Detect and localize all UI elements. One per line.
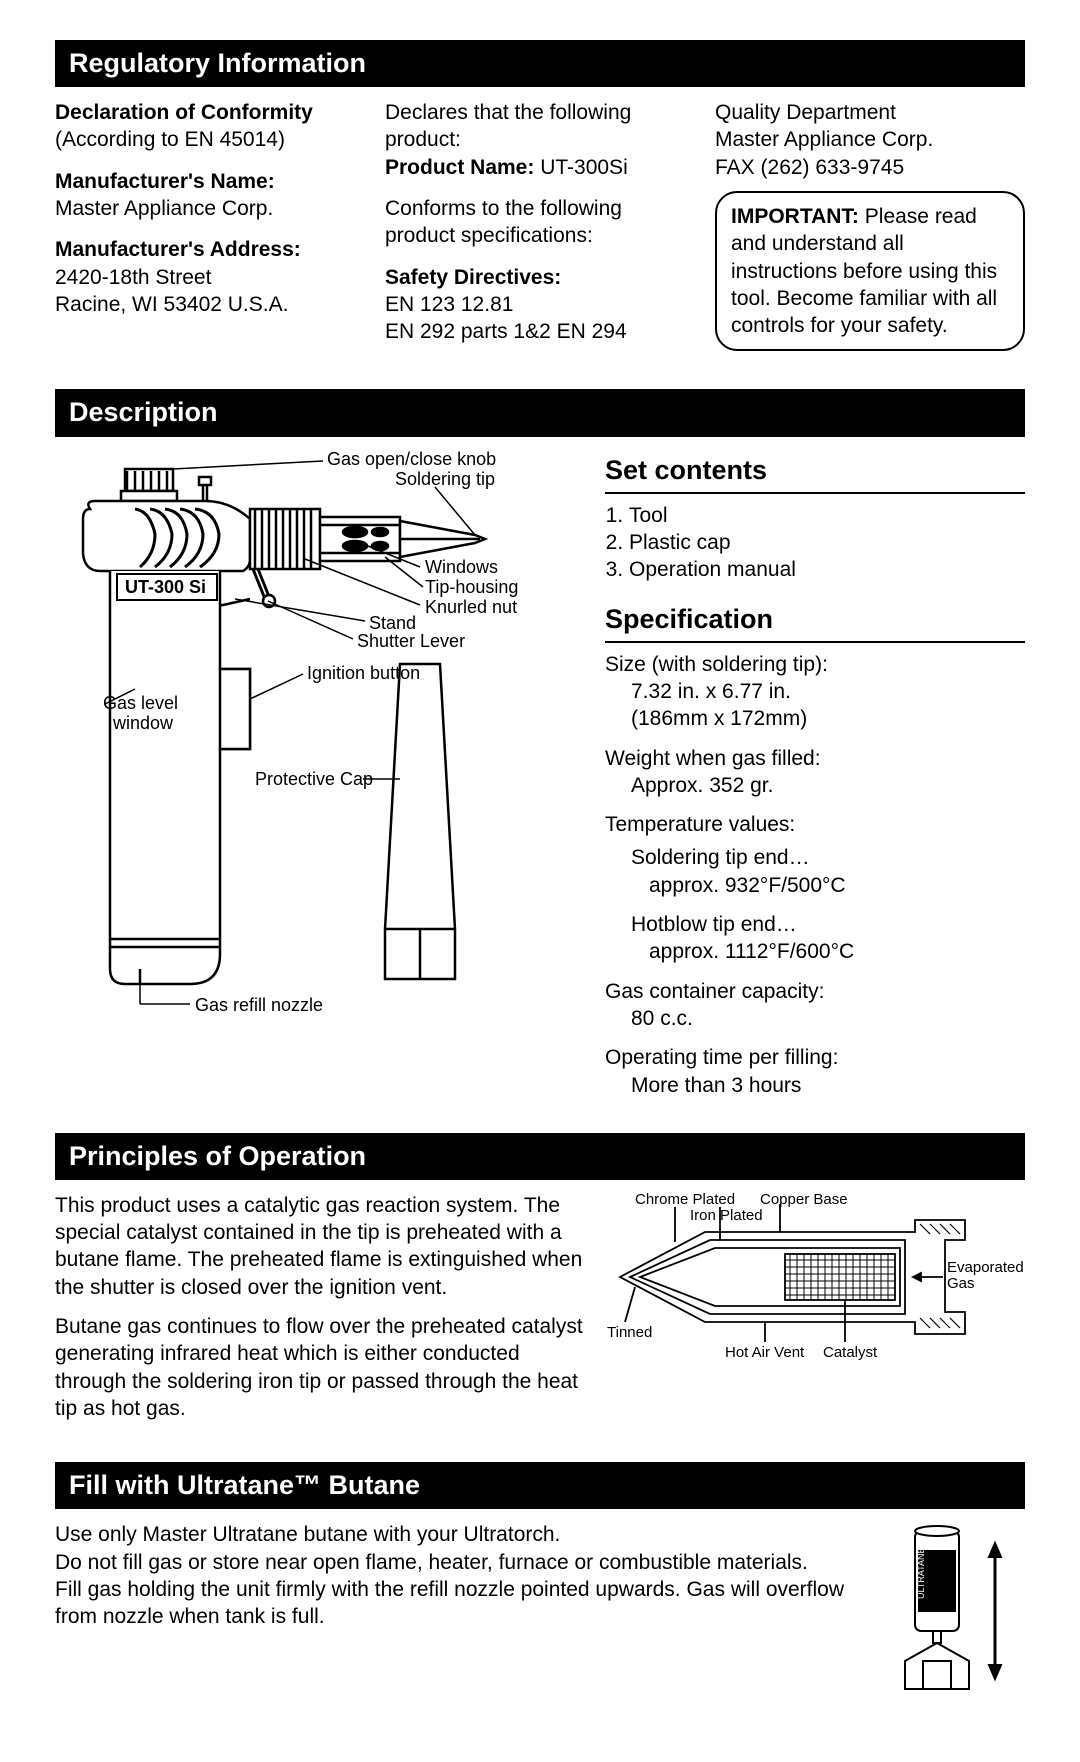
spec-optime-label: Operating time per filling: [605,1046,838,1069]
label-windows: Windows [425,557,498,577]
spec-temp-solder-label: Soldering tip end… [605,846,810,869]
dept: Quality Department [715,99,1025,126]
label-knurled-nut: Knurled nut [425,597,517,617]
label-stand: Stand [369,613,416,633]
specification-list: Size (with soldering tip): 7.32 in. x 6.… [605,651,1025,1099]
description-right-col: Set contents Tool Plastic cap Operation … [605,449,1025,1111]
prod-name: UT-300Si [534,156,627,179]
spec-capacity-label: Gas container capacity: [605,980,824,1003]
fill-row: Use only Master Ultratane butane with yo… [55,1521,1025,1691]
mfr-name-label: Manufacturer's Name: [55,168,365,195]
corp: Master Appliance Corp. [715,126,1025,153]
spec-size-label: Size (with soldering tip): [605,653,828,676]
spec-temp-solder: approx. 932°F/500°C [605,874,846,897]
spec-optime: More than 3 hours [605,1074,801,1097]
reg-col-1: Declaration of Conformity (According to … [55,99,365,359]
safety2: EN 292 parts 1&2 EN 294 [385,318,695,345]
reg-col-2: Declares that the following product: Pro… [385,99,695,359]
label-tinned: Tinned [607,1324,652,1341]
tool-diagram: UT-300 Si Gas open/close knob Soldering … [55,449,585,1111]
spec-weight: Approx. 352 gr. [605,774,773,797]
safety1: EN 123 12.81 [385,291,695,318]
model-label: UT-300 Si [125,577,206,597]
spec-size2: (186mm x 172mm) [605,707,807,730]
can-label-text: ULTRATANE [916,1548,926,1600]
principles-p2: Butane gas continues to flow over the pr… [55,1313,585,1422]
contents-item: Operation manual [629,556,1025,583]
mfr-addr2: Racine, WI 53402 U.S.A. [55,291,365,318]
fill-text: Use only Master Ultratane butane with yo… [55,1521,865,1691]
prod-label: Product Name: [385,156,534,179]
label-copper: Copper Base [760,1192,848,1208]
principles-p1: This product uses a catalytic gas reacti… [55,1192,585,1301]
spec-temp-label: Temperature values: [605,813,795,836]
reg-col-3: Quality Department Master Appliance Corp… [715,99,1025,359]
label-ignition-button: Ignition button [307,663,420,683]
fill-line2: Do not fill gas or store near open flame… [55,1551,808,1574]
set-contents-list: Tool Plastic cap Operation manual [605,502,1025,584]
principles-text: This product uses a catalytic gas reacti… [55,1192,585,1434]
mfr-addr1: 2420-18th Street [55,264,365,291]
section-header-principles: Principles of Operation [55,1133,1025,1180]
tip-cross-section-diagram: Chrome Plated Iron Plated Copper Base Ev… [605,1192,1025,1434]
principles-row: This product uses a catalytic gas reacti… [55,1192,1025,1434]
spec-weight-label: Weight when gas filled: [605,747,821,770]
label-chrome: Chrome Plated [635,1192,735,1208]
declares: Declares that the following product: [385,99,695,154]
section-header-fill: Fill with Ultratane™ Butane [55,1462,1025,1509]
conforms: Conforms to the following product specif… [385,195,695,250]
spec-temp-hot-label: Hotblow tip end… [605,913,797,936]
contents-item: Plastic cap [629,529,1025,556]
fax: FAX (262) 633-9745 [715,154,1025,181]
label-gas-level-2: window [112,713,174,733]
label-evap1: Evaporated [947,1259,1024,1276]
description-row: UT-300 Si Gas open/close knob Soldering … [55,449,1025,1111]
label-tip-housing: Tip-housing [425,577,518,597]
label-iron: Iron Plated [690,1207,763,1224]
label-hotair: Hot Air Vent [725,1344,805,1361]
safety-label: Safety Directives: [385,264,695,291]
section-header-description: Description [55,389,1025,436]
section-header-regulatory: Regulatory Information [55,40,1025,87]
mfr-addr-label: Manufacturer's Address: [55,236,365,263]
spec-capacity: 80 c.c. [605,1007,693,1030]
label-soldering-tip: Soldering tip [395,469,495,489]
label-evap2: Gas [947,1275,975,1292]
butane-can-diagram: ULTRATANE [885,1521,1025,1691]
important-box: IMPORTANT: Please read and understand al… [715,191,1025,351]
specification-header: Specification [605,602,1025,643]
mfr-name: Master Appliance Corp. [55,195,365,222]
label-catalyst: Catalyst [823,1344,878,1361]
label-gas-refill: Gas refill nozzle [195,995,323,1015]
contents-item: Tool [629,502,1025,529]
set-contents-header: Set contents [605,453,1025,494]
spec-temp-hot: approx. 1112°F/600°C [605,940,854,963]
spec-size1: 7.32 in. x 6.77 in. [605,680,791,703]
doc-sub: (According to EN 45014) [55,126,365,153]
fill-line3: Fill gas holding the unit firmly with th… [55,1578,844,1628]
label-shutter-lever: Shutter Lever [357,631,465,651]
fill-line1: Use only Master Ultratane butane with yo… [55,1523,560,1546]
important-label: IMPORTANT: [731,205,859,228]
regulatory-columns: Declaration of Conformity (According to … [55,99,1025,359]
label-gas-level-1: Gas level [103,693,178,713]
label-gas-knob: Gas open/close knob [327,449,496,469]
doc-title: Declaration of Conformity [55,99,365,126]
label-protective-cap: Protective Cap [255,769,373,789]
